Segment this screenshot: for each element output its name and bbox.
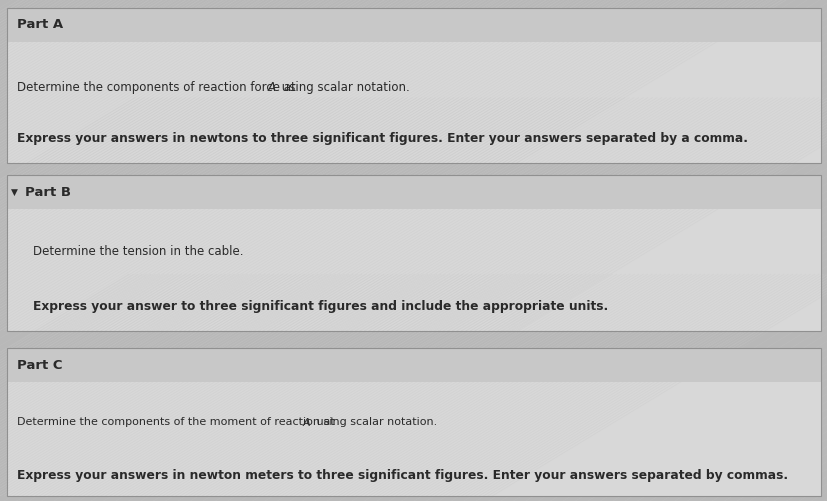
Text: Part B: Part B xyxy=(25,186,71,199)
Bar xyxy=(7,8,820,163)
Bar xyxy=(7,175,820,209)
Text: using scalar notation.: using scalar notation. xyxy=(313,417,437,427)
Bar xyxy=(7,175,820,331)
Text: Express your answers in newtons to three significant figures. Enter your answers: Express your answers in newtons to three… xyxy=(17,132,747,145)
Bar xyxy=(7,8,820,42)
Text: Determine the components of reaction force at: Determine the components of reaction for… xyxy=(17,81,299,94)
Bar xyxy=(7,175,820,331)
Text: Express your answer to three significant figures and include the appropriate uni: Express your answer to three significant… xyxy=(33,300,608,313)
Text: $\mathit{A}$: $\mathit{A}$ xyxy=(266,81,276,94)
Text: using scalar notation.: using scalar notation. xyxy=(278,81,409,94)
Text: ▼: ▼ xyxy=(11,188,17,197)
Text: Part C: Part C xyxy=(17,359,62,372)
Text: Determine the tension in the cable.: Determine the tension in the cable. xyxy=(33,245,243,259)
Text: Express your answers in newton meters to three significant figures. Enter your a: Express your answers in newton meters to… xyxy=(17,469,786,482)
Bar xyxy=(7,8,820,163)
Text: Determine the components of the moment of reaction at: Determine the components of the moment o… xyxy=(17,417,337,427)
Bar xyxy=(7,348,820,496)
Bar xyxy=(7,348,820,496)
Bar xyxy=(7,348,820,382)
Text: $\mathit{A}$: $\mathit{A}$ xyxy=(302,416,311,428)
Text: Part A: Part A xyxy=(17,18,63,31)
